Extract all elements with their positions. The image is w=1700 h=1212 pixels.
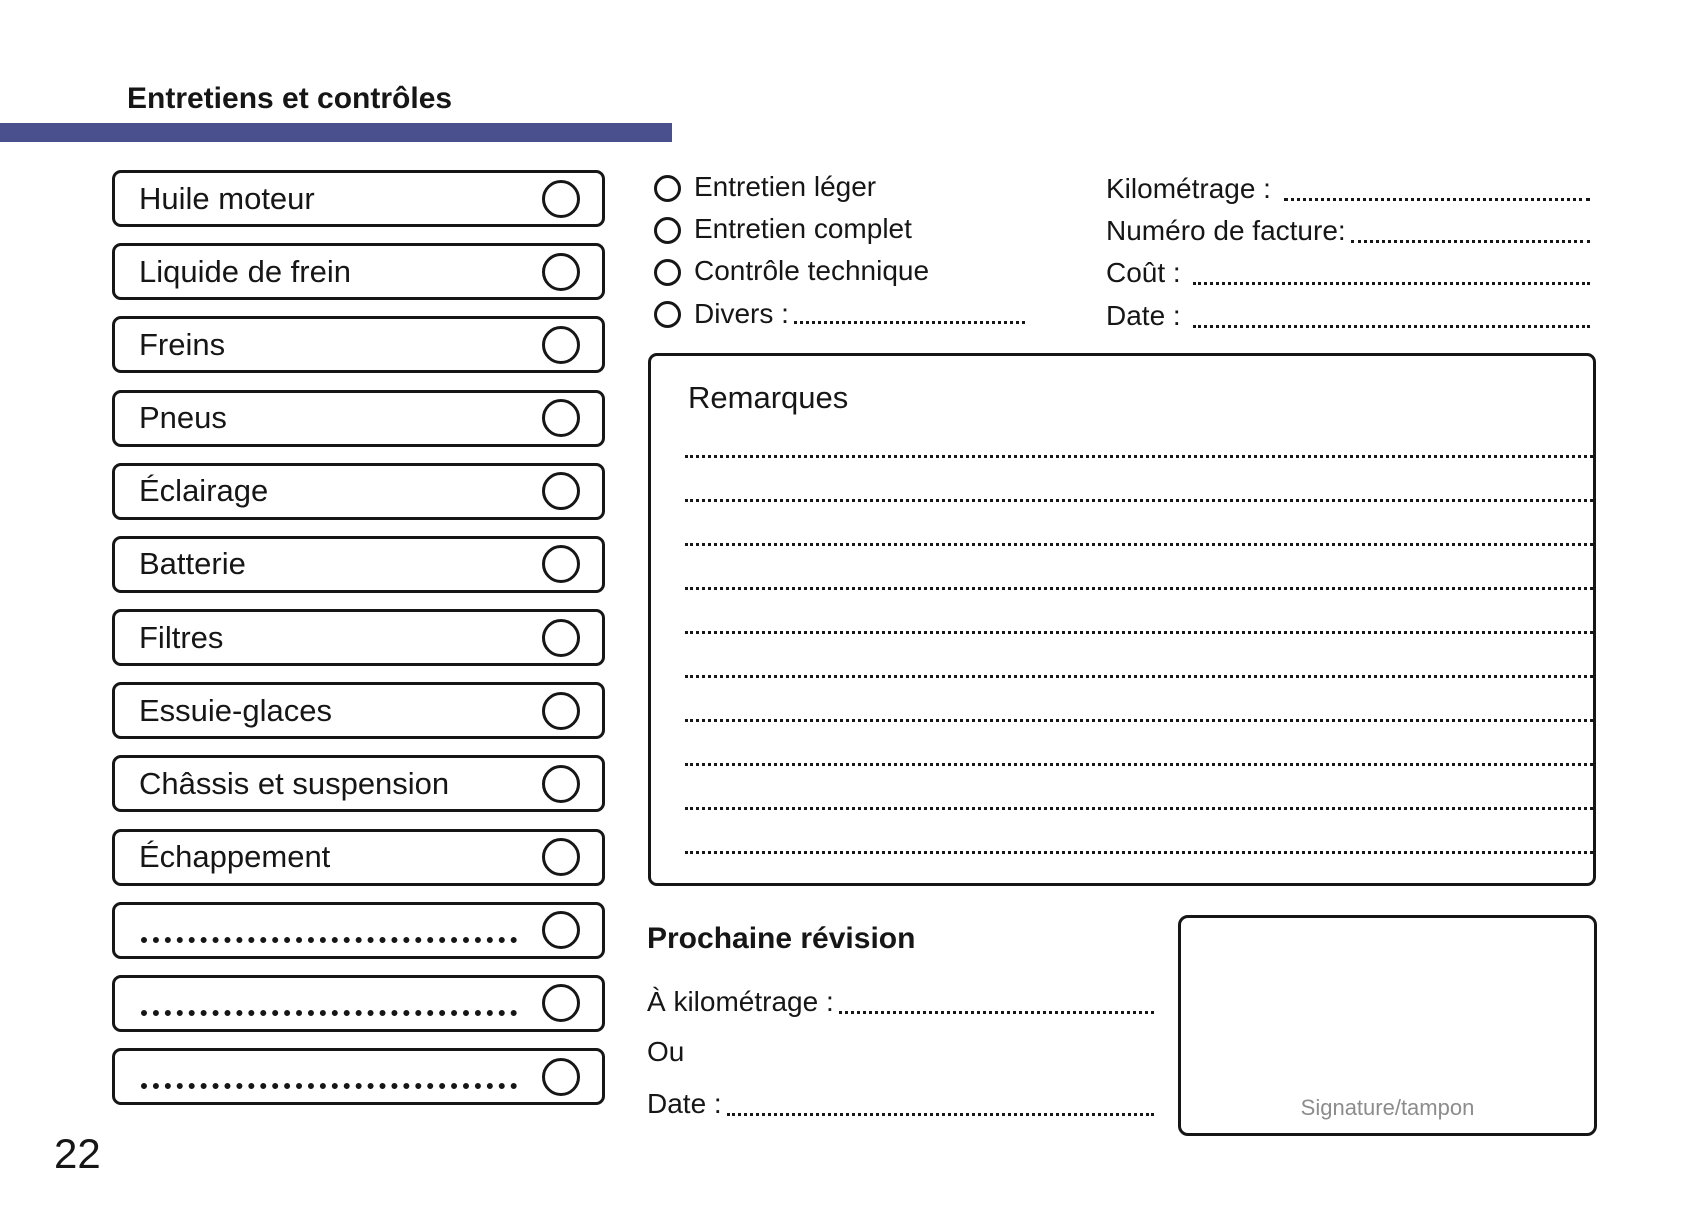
page-number: 22 [54,1130,101,1177]
remarks-line[interactable] [685,763,1593,766]
checklist-item-blank [112,1048,605,1106]
next-service-date-input-line[interactable] [726,1113,1154,1116]
field-label: Numéro de facture: [1106,215,1346,247]
blank-entry-dotted-line[interactable] [141,1083,517,1090]
check-circle[interactable] [542,1057,580,1096]
remarks-line[interactable] [685,631,1593,634]
next-service-or-label: Ou [647,1036,685,1067]
remarks-line[interactable] [685,455,1593,458]
field-input-line[interactable] [1193,282,1590,286]
check-circle[interactable] [542,545,580,584]
blank-entry-dotted-line[interactable] [141,936,517,943]
next-service-date-label: Date : [647,1088,722,1119]
checklist-item-pneus: Pneus [112,389,605,447]
radio-circle[interactable] [654,258,681,286]
check-circle[interactable] [542,252,580,291]
next-service-km-input-line[interactable] [838,1011,1154,1014]
next-service-km-label: À kilométrage : [647,986,834,1017]
remarks-line[interactable] [685,807,1593,810]
next-service-date-row: Date : [647,1087,1154,1121]
page-title: Entretiens et contrôles [127,82,453,115]
remarks-title: Remarques [688,380,849,415]
field-kilometrage: Kilométrage : [1106,172,1590,206]
remarks-line[interactable] [685,719,1593,722]
checklist-item-label: Freins [139,326,226,362]
checklist-item-batterie: Batterie [112,535,605,593]
field-label: Date : [1106,299,1189,331]
field-numero-de-facture: Numéro de facture: [1106,214,1590,248]
check-circle[interactable] [542,399,580,437]
remarks-line[interactable] [685,851,1593,854]
checklist-item-label: Châssis et suspension [139,765,450,801]
checklist-item-label: Pneus [139,400,227,435]
remarks-line[interactable] [685,543,1593,546]
check-circle[interactable] [542,325,580,364]
checklist-item-label: Échappement [139,839,331,875]
checklist-item-freins: Freins [112,316,605,374]
remarks-box: Remarques [648,353,1596,886]
next-service-km-row: À kilométrage : [647,985,1154,1019]
radio-circle[interactable] [654,301,681,329]
checklist-item-label: Huile moteur [139,180,315,216]
checklist-item-filtres: Filtres [112,609,605,667]
radio-option-entretien-complet: Entretien complet [654,213,912,245]
checklist-item-label: Éclairage [139,473,269,509]
radio-option-label: Divers : [694,297,789,329]
field-input-line[interactable] [1193,324,1590,328]
next-service-title: Prochaine révision [647,922,916,955]
checklist-item-essuie-glaces: Essuie-glaces [112,682,605,740]
checklist-item-blank [112,974,605,1032]
remarks-line[interactable] [685,587,1593,590]
divers-input-line[interactable] [793,320,1025,324]
field-date: Date : [1106,299,1590,333]
radio-option-controle-technique: Contrôle technique [654,255,930,287]
radio-option-entretien-leger: Entretien léger [654,171,877,202]
remarks-line[interactable] [685,675,1593,678]
check-circle[interactable] [542,838,580,877]
check-circle[interactable] [542,764,580,803]
radio-option-label: Contrôle technique [694,255,930,287]
check-circle[interactable] [542,984,580,1023]
field-input-line[interactable] [1350,240,1590,244]
check-circle[interactable] [542,911,580,950]
checklist-item-liquide-de-frein: Liquide de frein [112,243,605,301]
radio-circle[interactable] [654,174,681,202]
signature-box[interactable]: Signature/tampon [1178,915,1597,1136]
checklist-item-blank [112,901,605,959]
checklist-item-label: Batterie [139,546,246,582]
checklist-item-eclairage: Éclairage [112,462,605,520]
field-label: Coût : [1106,257,1189,289]
check-circle[interactable] [542,179,580,218]
check-circle[interactable] [542,691,580,730]
field-cout: Coût : [1106,256,1590,290]
radio-option-divers: Divers : [654,297,1025,329]
check-circle[interactable] [542,472,580,511]
field-label: Kilométrage : [1106,173,1279,204]
radio-circle[interactable] [654,216,681,244]
remarks-line[interactable] [685,499,1593,502]
blank-entry-dotted-line[interactable] [141,1009,517,1016]
field-input-line[interactable] [1283,198,1590,201]
title-underline-bar [0,123,672,142]
checklist-item-label: Essuie-glaces [139,692,332,728]
checklist-item-label: Filtres [139,619,224,655]
checklist-item-label: Liquide de frein [139,253,351,289]
check-circle[interactable] [542,618,580,657]
checklist-item-huile-moteur: Huile moteur [112,170,605,227]
radio-option-label: Entretien léger [694,171,877,202]
checklist-item-chassis-et-suspension: Châssis et suspension [112,755,605,813]
radio-option-label: Entretien complet [694,213,912,245]
checklist-item-echappement: Échappement [112,828,605,886]
signature-label: Signature/tampon [1300,1095,1475,1120]
